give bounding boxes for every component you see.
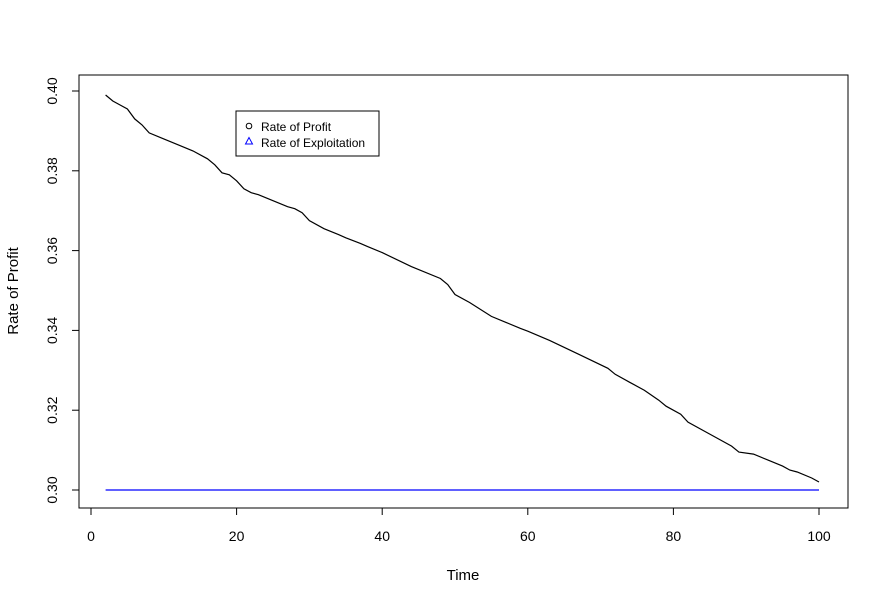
legend-label-exploitation: Rate of Exploitation [261,136,365,150]
series-line-rate-of-profit [105,94,820,483]
y-tick-label: 0.34 [44,317,60,344]
y-axis-title: Rate of Profit [5,246,22,334]
y-tick-label: 0.30 [44,476,60,503]
legend: Rate of Profit Rate of Exploitation [235,110,380,157]
y-tick-label: 0.38 [44,157,60,184]
y-tick-label: 0.40 [44,77,60,104]
x-tick-label: 60 [520,528,536,544]
x-tick-label: 40 [374,528,390,544]
legend-label-profit: Rate of Profit [261,120,332,134]
plot-area-border [78,74,849,509]
y-tick-label: 0.32 [44,396,60,423]
x-axis-title: Time [447,567,480,584]
x-tick-label: 0 [87,528,95,544]
y-tick-label: 0.36 [44,237,60,264]
x-tick-label: 100 [807,528,831,544]
x-tick-label: 80 [666,528,682,544]
x-tick-label: 20 [229,528,245,544]
y-axis: 0.30 0.32 0.34 0.36 0.38 0.40 [44,77,80,504]
legend-triangle-icon [244,136,254,145]
legend-box [235,110,380,157]
legend-circle-icon [245,122,253,130]
x-axis: 0 20 40 60 80 100 [87,507,831,544]
series-layer [105,94,820,491]
